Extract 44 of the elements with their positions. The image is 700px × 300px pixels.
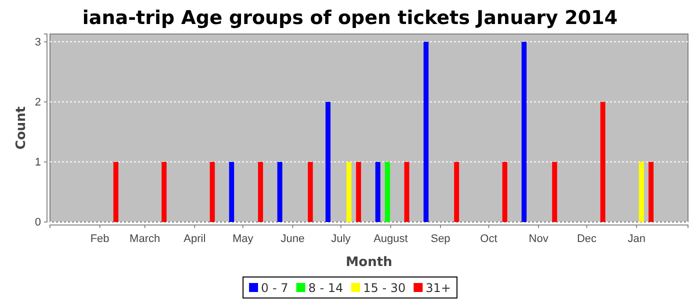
y-tick-label: 1 <box>34 156 41 168</box>
bar <box>346 162 352 222</box>
bar <box>375 162 380 222</box>
bar <box>454 162 460 222</box>
x-tick-label: August <box>374 232 408 245</box>
bar <box>162 162 167 222</box>
x-tick-label: Oct <box>480 232 498 245</box>
bar <box>424 42 429 222</box>
bar <box>552 162 558 222</box>
chart-title: iana-trip Age groups of open tickets January 2014 <box>82 7 618 29</box>
y-axis-title: Count <box>14 106 29 150</box>
bar <box>404 162 410 222</box>
bar <box>648 162 654 222</box>
x-tick-label: Nov <box>528 232 549 245</box>
legend-label: 8 - 14 <box>308 281 344 295</box>
bar <box>277 162 282 222</box>
y-tick-label: 2 <box>34 96 41 108</box>
x-tick-label: March <box>130 232 160 245</box>
x-tick-label: Dec <box>576 232 598 245</box>
x-tick-label: Jan <box>628 232 646 245</box>
bar <box>113 162 118 222</box>
bar <box>326 102 331 222</box>
bar <box>229 162 234 222</box>
bar <box>384 162 390 222</box>
bar <box>638 162 644 222</box>
y-tick-label: 3 <box>34 36 41 48</box>
bar <box>600 102 606 222</box>
y-tick-label: 0 <box>34 216 41 229</box>
x-tick-label: July <box>331 232 352 245</box>
legend-label: 31+ <box>426 281 451 295</box>
x-tick-label: Feb <box>90 232 110 245</box>
bar <box>502 162 508 222</box>
x-axis-title: Month <box>346 255 392 270</box>
x-tick-label: Sep <box>430 232 450 245</box>
x-tick-label: April <box>184 232 206 245</box>
x-tick-label: May <box>232 232 254 245</box>
bar <box>210 162 215 222</box>
legend-label: 0 - 7 <box>261 281 288 295</box>
legend-label: 15 - 30 <box>363 281 406 295</box>
bar <box>308 162 313 222</box>
bar <box>522 42 527 222</box>
x-tick-label: June <box>280 232 305 245</box>
bar <box>258 162 264 222</box>
bar <box>356 162 362 222</box>
